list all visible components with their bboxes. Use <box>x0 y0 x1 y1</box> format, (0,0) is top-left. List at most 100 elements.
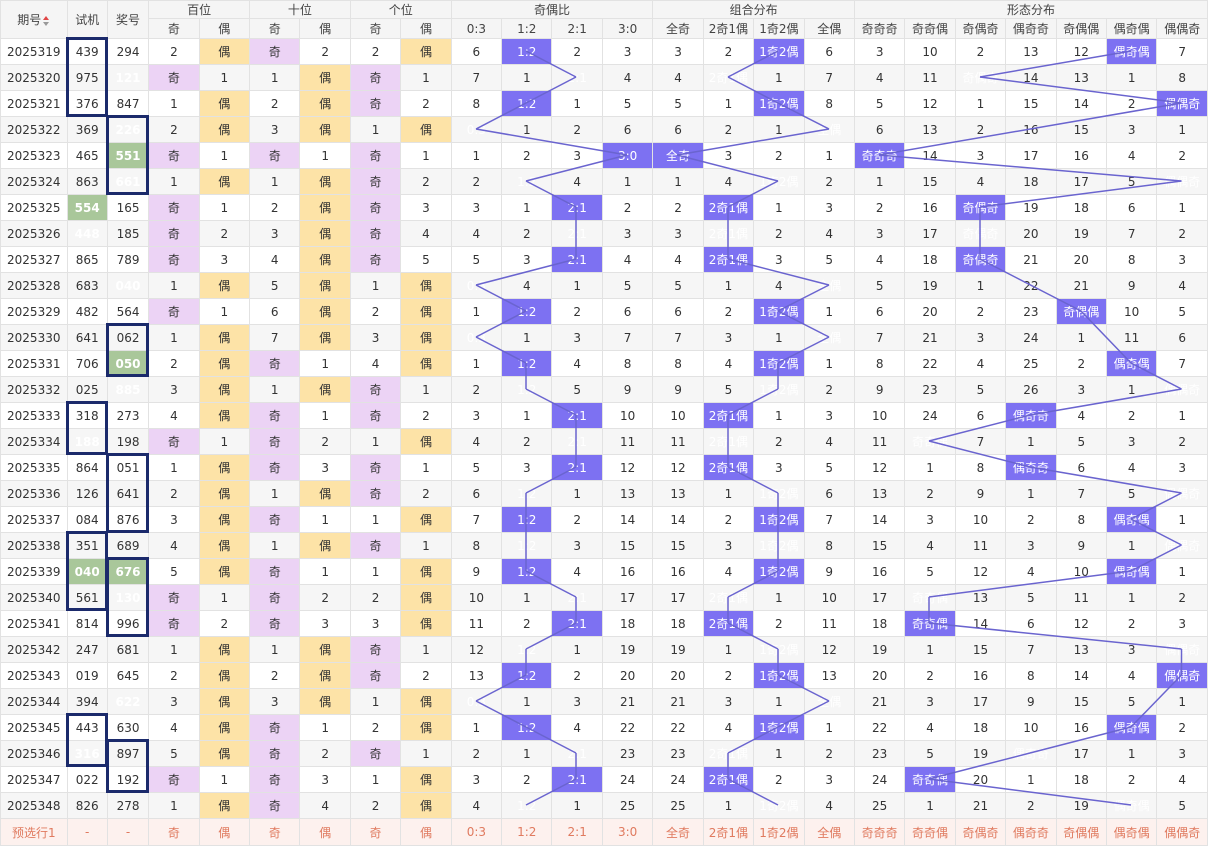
ratio-cell: 12 <box>601 454 654 481</box>
form-cell: 2 <box>954 116 1007 143</box>
header-period[interactable]: 期号 <box>0 0 68 39</box>
form-cell: 6 <box>1055 454 1107 481</box>
form-cell: 8 <box>1105 246 1158 273</box>
combo-cell: 2 <box>753 220 805 247</box>
even-cell: 偶 <box>198 740 251 767</box>
form-cell: 1 <box>1055 324 1107 351</box>
table-row: 2025348 826 278 1 偶奇 4 2 偶 4 1:2 1 25 25 1 1奇2偶 4 25 1 21 2… <box>0 792 1208 819</box>
form-cell: 14 <box>904 142 956 169</box>
forecast-option[interactable]: 偶 <box>299 818 351 846</box>
forecast-option[interactable]: 2:1 <box>551 818 603 846</box>
form-cell: 20 <box>1005 220 1057 247</box>
form-cell: 5 <box>853 272 906 299</box>
forecast-option[interactable]: 偶偶奇 <box>1156 818 1208 846</box>
header-group-0: 百位 <box>148 0 251 19</box>
table-row: 2025319 439 294 2 偶奇 2 2 偶 6 1:2 2 3 3 2 1奇2偶 6 3 10 2 13 12… <box>0 38 1208 65</box>
forecast-option[interactable]: 1:2 <box>501 818 553 846</box>
even-cell: 1 <box>400 740 452 767</box>
form-cell: 9 <box>954 480 1007 507</box>
ratio-cell: 14 <box>601 506 654 533</box>
odd-cell: 奇 <box>349 64 402 91</box>
form-cell: 3 <box>1105 428 1158 455</box>
form-cell: 4 <box>904 714 956 741</box>
sort-icon[interactable] <box>43 15 50 26</box>
even-cell: 1 <box>198 142 251 169</box>
even-cell: 偶 <box>198 168 251 195</box>
ratio-cell: 3 <box>551 688 603 715</box>
ratio-cell: 12 <box>450 636 503 663</box>
ratio-cell: 1:2 <box>501 792 553 819</box>
ratio-cell: 1:2 <box>501 714 553 741</box>
forecast-option[interactable]: 2奇1偶 <box>702 818 755 846</box>
table-row: 2025327 865 789 奇 3 4 偶奇 5 5 3 2:1 4 4 2奇1偶 3 5 4 18 奇偶奇 21… <box>0 246 1208 273</box>
award-cell: 996 <box>106 610 150 637</box>
form-cell: 7 <box>1005 636 1057 663</box>
forecast-option[interactable]: 偶 <box>198 818 251 846</box>
even-cell: 3 <box>198 246 251 273</box>
forecast-label: 预选行1 <box>0 818 68 846</box>
form-cell: 13 <box>853 480 906 507</box>
forecast-option[interactable]: 奇 <box>349 818 402 846</box>
forecast-option[interactable]: 偶奇偶 <box>1105 818 1158 846</box>
form-cell: 14 <box>954 610 1007 637</box>
odd-cell: 1 <box>349 428 402 455</box>
form-cell: 11 <box>1105 324 1158 351</box>
period-cell: 2025331 <box>0 350 68 377</box>
form-cell: 偶奇偶 <box>1105 38 1158 65</box>
ratio-cell: 18 <box>601 610 654 637</box>
odd-cell: 4 <box>249 246 301 273</box>
even-cell: 3 <box>299 610 351 637</box>
odd-cell: 2 <box>148 38 200 65</box>
even-cell: 2 <box>198 220 251 247</box>
form-cell: 奇奇偶 <box>904 584 956 611</box>
form-cell: 5 <box>904 740 956 767</box>
combo-cell: 4 <box>803 792 855 819</box>
combo-cell: 2 <box>702 38 755 65</box>
forecast-option[interactable]: 奇奇奇 <box>853 818 906 846</box>
ratio-cell: 6 <box>601 116 654 143</box>
form-cell: 14 <box>853 506 906 533</box>
forecast-option[interactable]: 偶 <box>400 818 452 846</box>
ratio-cell: 1 <box>501 740 553 767</box>
form-cell: 4 <box>1156 766 1208 793</box>
forecast-option[interactable]: 奇 <box>249 818 301 846</box>
period-cell: 2025335 <box>0 454 68 481</box>
header-group-2: 个位 <box>349 0 452 19</box>
form-cell: 8 <box>1005 662 1057 689</box>
forecast-option[interactable]: 奇 <box>148 818 200 846</box>
forecast-option[interactable]: 全奇 <box>652 818 704 846</box>
header-sub-3-1: 1:2 <box>501 18 553 39</box>
award-cell: 130 <box>106 584 150 611</box>
forecast-option[interactable]: 偶奇奇 <box>1005 818 1057 846</box>
forecast-option[interactable]: 3:0 <box>601 818 654 846</box>
forecast-option[interactable]: 全偶 <box>803 818 855 846</box>
even-cell: 偶 <box>299 194 351 221</box>
ratio-cell: 2:1 <box>551 194 603 221</box>
ratio-cell: 4 <box>551 168 603 195</box>
odd-cell: 奇 <box>349 168 402 195</box>
forecast-option[interactable]: 0:3 <box>450 818 503 846</box>
forecast-option[interactable]: 奇奇偶 <box>904 818 956 846</box>
ratio-cell: 17 <box>601 584 654 611</box>
combo-cell: 13 <box>803 662 855 689</box>
forecast-option[interactable]: 奇偶偶 <box>1055 818 1107 846</box>
award-cell: 661 <box>106 168 150 195</box>
period-cell: 2025342 <box>0 636 68 663</box>
forecast-option[interactable]: 1奇2偶 <box>753 818 805 846</box>
ratio-cell: 2:1 <box>551 584 603 611</box>
period-cell: 2025319 <box>0 38 68 65</box>
combo-cell: 2奇1偶 <box>702 220 755 247</box>
forecast-option[interactable]: 奇偶奇 <box>954 818 1007 846</box>
odd-cell: 奇 <box>249 714 301 741</box>
form-cell: 3 <box>853 38 906 65</box>
table-row: 2025331 706 050 2 偶奇 1 4 偶 1 1:2 4 8 8 4 1奇2偶 1 8 22 4 25 2 偶… <box>0 350 1208 377</box>
odd-cell: 奇 <box>249 792 301 819</box>
period-cell: 2025322 <box>0 116 68 143</box>
combo-cell: 19 <box>652 636 704 663</box>
form-cell: 13 <box>904 116 956 143</box>
form-cell: 25 <box>853 792 906 819</box>
form-cell: 11 <box>853 428 906 455</box>
combo-cell: 1 <box>702 90 755 117</box>
form-cell: 21 <box>904 324 956 351</box>
forecast-row[interactable]: 预选行1- - 奇偶奇偶奇偶 0:3 1:2 2:1 3:0 全奇 2奇1偶 1奇2偶 全偶 奇奇奇奇… <box>0 818 1208 846</box>
